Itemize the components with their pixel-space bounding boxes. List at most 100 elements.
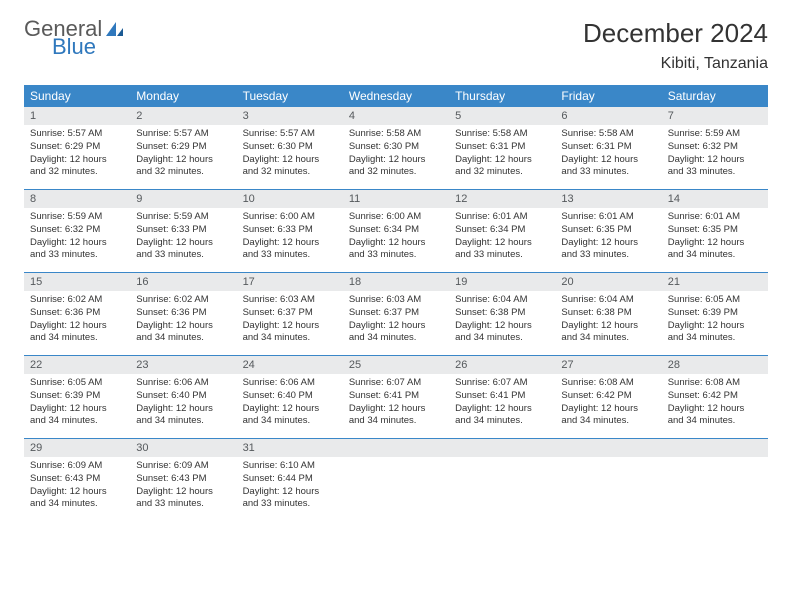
sunset-line: Sunset: 6:31 PM: [455, 141, 549, 154]
day-header: Thursday: [449, 85, 555, 107]
sunset-line: Sunset: 6:38 PM: [455, 307, 549, 320]
sunset-line: Sunset: 6:34 PM: [349, 224, 443, 237]
calendar-cell: 7Sunrise: 5:59 AMSunset: 6:32 PMDaylight…: [662, 107, 768, 189]
sunset-line: Sunset: 6:44 PM: [243, 473, 337, 486]
cell-body: Sunrise: 6:03 AMSunset: 6:37 PMDaylight:…: [237, 291, 343, 351]
brand-part2: Blue: [52, 36, 124, 58]
cell-body: Sunrise: 6:07 AMSunset: 6:41 PMDaylight:…: [449, 374, 555, 434]
daylight-line: Daylight: 12 hours and 33 minutes.: [30, 237, 124, 263]
location: Kibiti, Tanzania: [583, 55, 768, 73]
day-number: 21: [662, 273, 768, 291]
cell-body: [343, 457, 449, 466]
sunset-line: Sunset: 6:39 PM: [30, 390, 124, 403]
cell-body: Sunrise: 6:06 AMSunset: 6:40 PMDaylight:…: [130, 374, 236, 434]
day-headers: SundayMondayTuesdayWednesdayThursdayFrid…: [24, 85, 768, 107]
cell-body: Sunrise: 5:59 AMSunset: 6:33 PMDaylight:…: [130, 208, 236, 268]
calendar: SundayMondayTuesdayWednesdayThursdayFrid…: [24, 85, 768, 521]
day-number: [449, 439, 555, 457]
day-number: [555, 439, 661, 457]
daylight-line: Daylight: 12 hours and 34 minutes.: [668, 237, 762, 263]
sunrise-line: Sunrise: 5:59 AM: [668, 128, 762, 141]
day-number: 27: [555, 356, 661, 374]
cell-body: Sunrise: 6:02 AMSunset: 6:36 PMDaylight:…: [130, 291, 236, 351]
daylight-line: Daylight: 12 hours and 33 minutes.: [561, 154, 655, 180]
cell-body: Sunrise: 5:58 AMSunset: 6:30 PMDaylight:…: [343, 125, 449, 185]
daylight-line: Daylight: 12 hours and 32 minutes.: [349, 154, 443, 180]
calendar-cell: [662, 439, 768, 521]
day-number: 1: [24, 107, 130, 125]
cell-body: [662, 457, 768, 466]
sunset-line: Sunset: 6:41 PM: [349, 390, 443, 403]
calendar-cell: 23Sunrise: 6:06 AMSunset: 6:40 PMDayligh…: [130, 356, 236, 438]
daylight-line: Daylight: 12 hours and 34 minutes.: [349, 403, 443, 429]
daylight-line: Daylight: 12 hours and 32 minutes.: [136, 154, 230, 180]
daylight-line: Daylight: 12 hours and 33 minutes.: [243, 237, 337, 263]
calendar-cell: 6Sunrise: 5:58 AMSunset: 6:31 PMDaylight…: [555, 107, 661, 189]
daylight-line: Daylight: 12 hours and 32 minutes.: [30, 154, 124, 180]
sunset-line: Sunset: 6:41 PM: [455, 390, 549, 403]
sunset-line: Sunset: 6:29 PM: [136, 141, 230, 154]
sunrise-line: Sunrise: 6:07 AM: [349, 377, 443, 390]
daylight-line: Daylight: 12 hours and 33 minutes.: [455, 237, 549, 263]
day-header: Tuesday: [237, 85, 343, 107]
calendar-cell: 27Sunrise: 6:08 AMSunset: 6:42 PMDayligh…: [555, 356, 661, 438]
sunrise-line: Sunrise: 6:06 AM: [136, 377, 230, 390]
day-number: [662, 439, 768, 457]
sunrise-line: Sunrise: 6:02 AM: [30, 294, 124, 307]
cell-body: Sunrise: 6:08 AMSunset: 6:42 PMDaylight:…: [555, 374, 661, 434]
calendar-cell: 8Sunrise: 5:59 AMSunset: 6:32 PMDaylight…: [24, 190, 130, 272]
daylight-line: Daylight: 12 hours and 34 minutes.: [30, 320, 124, 346]
day-header: Wednesday: [343, 85, 449, 107]
sunrise-line: Sunrise: 6:00 AM: [243, 211, 337, 224]
cell-body: Sunrise: 5:57 AMSunset: 6:30 PMDaylight:…: [237, 125, 343, 185]
calendar-cell: 12Sunrise: 6:01 AMSunset: 6:34 PMDayligh…: [449, 190, 555, 272]
cell-body: Sunrise: 6:07 AMSunset: 6:41 PMDaylight:…: [343, 374, 449, 434]
sunset-line: Sunset: 6:37 PM: [349, 307, 443, 320]
day-number: 17: [237, 273, 343, 291]
daylight-line: Daylight: 12 hours and 34 minutes.: [243, 320, 337, 346]
day-number: [343, 439, 449, 457]
calendar-cell: 19Sunrise: 6:04 AMSunset: 6:38 PMDayligh…: [449, 273, 555, 355]
week-row: 29Sunrise: 6:09 AMSunset: 6:43 PMDayligh…: [24, 439, 768, 521]
cell-body: Sunrise: 6:01 AMSunset: 6:34 PMDaylight:…: [449, 208, 555, 268]
sunset-line: Sunset: 6:42 PM: [561, 390, 655, 403]
daylight-line: Daylight: 12 hours and 34 minutes.: [455, 320, 549, 346]
day-number: 3: [237, 107, 343, 125]
daylight-line: Daylight: 12 hours and 34 minutes.: [243, 403, 337, 429]
day-number: 5: [449, 107, 555, 125]
sunrise-line: Sunrise: 6:03 AM: [349, 294, 443, 307]
sunrise-line: Sunrise: 6:04 AM: [455, 294, 549, 307]
sunset-line: Sunset: 6:42 PM: [668, 390, 762, 403]
cell-body: Sunrise: 5:59 AMSunset: 6:32 PMDaylight:…: [24, 208, 130, 268]
daylight-line: Daylight: 12 hours and 34 minutes.: [136, 403, 230, 429]
daylight-line: Daylight: 12 hours and 34 minutes.: [30, 486, 124, 512]
calendar-cell: 14Sunrise: 6:01 AMSunset: 6:35 PMDayligh…: [662, 190, 768, 272]
daylight-line: Daylight: 12 hours and 34 minutes.: [136, 320, 230, 346]
cell-body: Sunrise: 6:09 AMSunset: 6:43 PMDaylight:…: [24, 457, 130, 517]
cell-body: Sunrise: 6:05 AMSunset: 6:39 PMDaylight:…: [24, 374, 130, 434]
day-number: 28: [662, 356, 768, 374]
sunset-line: Sunset: 6:36 PM: [136, 307, 230, 320]
sunset-line: Sunset: 6:36 PM: [30, 307, 124, 320]
sunrise-line: Sunrise: 5:58 AM: [349, 128, 443, 141]
sunrise-line: Sunrise: 6:02 AM: [136, 294, 230, 307]
day-number: 13: [555, 190, 661, 208]
daylight-line: Daylight: 12 hours and 34 minutes.: [668, 320, 762, 346]
calendar-cell: 31Sunrise: 6:10 AMSunset: 6:44 PMDayligh…: [237, 439, 343, 521]
day-header: Saturday: [662, 85, 768, 107]
daylight-line: Daylight: 12 hours and 34 minutes.: [349, 320, 443, 346]
cell-body: Sunrise: 5:59 AMSunset: 6:32 PMDaylight:…: [662, 125, 768, 185]
calendar-cell: 2Sunrise: 5:57 AMSunset: 6:29 PMDaylight…: [130, 107, 236, 189]
sunset-line: Sunset: 6:43 PM: [136, 473, 230, 486]
day-number: 7: [662, 107, 768, 125]
calendar-cell: 11Sunrise: 6:00 AMSunset: 6:34 PMDayligh…: [343, 190, 449, 272]
cell-body: Sunrise: 5:57 AMSunset: 6:29 PMDaylight:…: [24, 125, 130, 185]
sunrise-line: Sunrise: 6:09 AM: [136, 460, 230, 473]
day-number: 9: [130, 190, 236, 208]
daylight-line: Daylight: 12 hours and 33 minutes.: [136, 237, 230, 263]
calendar-cell: 24Sunrise: 6:06 AMSunset: 6:40 PMDayligh…: [237, 356, 343, 438]
cell-body: Sunrise: 6:04 AMSunset: 6:38 PMDaylight:…: [555, 291, 661, 351]
day-number: 23: [130, 356, 236, 374]
page-title: December 2024: [583, 18, 768, 49]
sunrise-line: Sunrise: 5:57 AM: [30, 128, 124, 141]
